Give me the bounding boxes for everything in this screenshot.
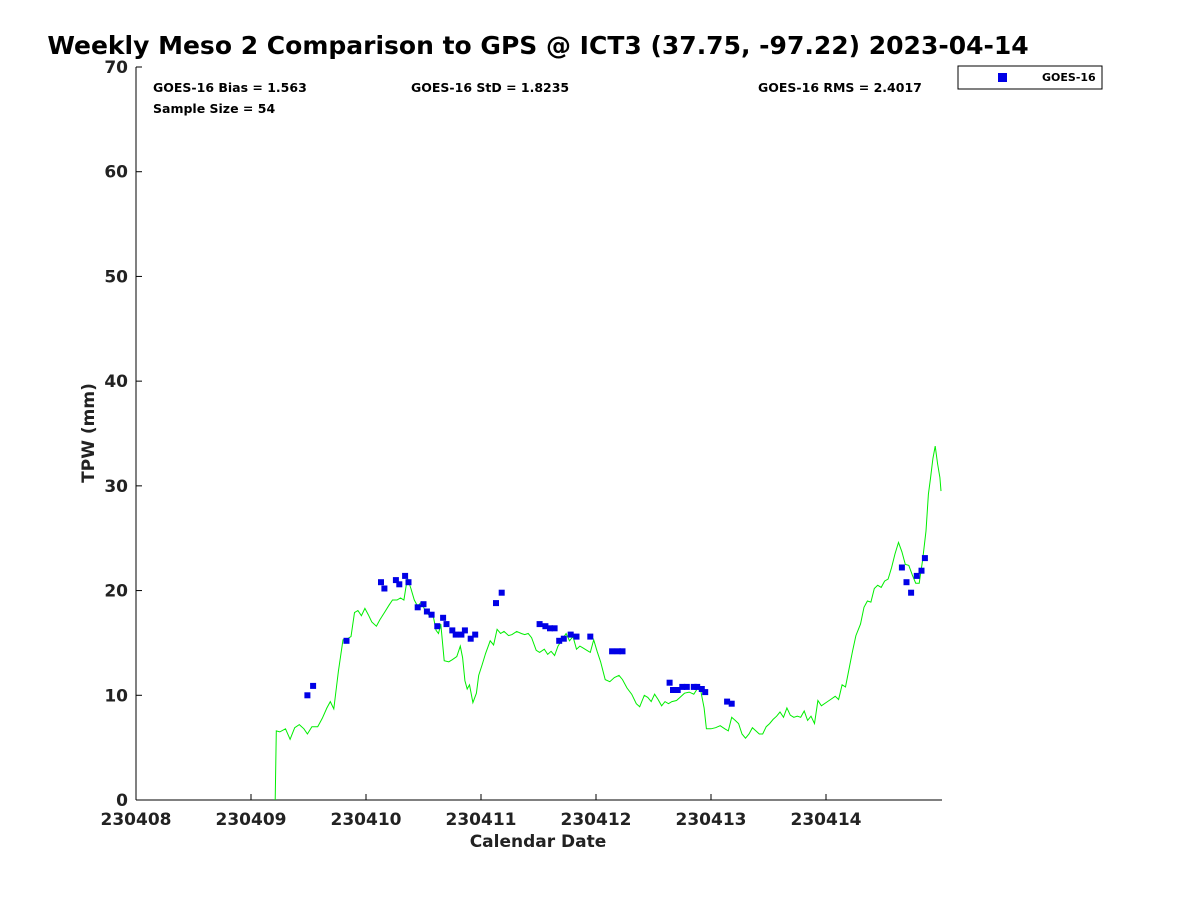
goes-16-point: [670, 687, 676, 693]
goes-16-point: [728, 700, 735, 707]
goes-16-point: [694, 683, 701, 690]
goes-16-point: [724, 698, 731, 705]
x-tick-label: 230409: [216, 810, 287, 830]
x-tick-label: 230412: [561, 810, 632, 830]
x-axis-label: Calendar Date: [470, 832, 607, 852]
goes-16-point: [619, 648, 626, 655]
x-tick-label: 230414: [791, 810, 862, 830]
goes-16-point: [913, 572, 920, 579]
goes-16-point: [698, 686, 705, 692]
x-tick-label: 230411: [446, 810, 517, 830]
goes-16-point: [458, 631, 465, 638]
y-ticks: 0 10 20 30 40 50 60 70: [104, 58, 142, 811]
goes-16-point: [542, 623, 549, 630]
goes-16-point: [461, 627, 468, 634]
goes-16-point: [683, 683, 690, 690]
goes-16-point: [573, 633, 580, 640]
goes-16-point: [702, 689, 709, 696]
legend: GOES-16: [957, 65, 1103, 90]
y-tick-label: 40: [104, 372, 128, 392]
goes-16-point: [903, 579, 910, 586]
goes-16-point: [443, 621, 450, 628]
goes-16-point: [378, 579, 384, 586]
goes-16-point: [392, 577, 399, 584]
x-ticks: 230408 230409 230410 230411 230412 230413 2304…: [101, 794, 862, 830]
y-tick-label: 60: [104, 163, 128, 183]
legend-box: [957, 65, 1103, 90]
y-tick-label: 30: [104, 477, 128, 497]
goes-16-point: [396, 581, 403, 588]
y-tick-label: 70: [104, 58, 128, 78]
y-axis-label: TPW (mm): [79, 383, 99, 483]
y-tick-label: 50: [104, 267, 128, 287]
stat-std: GOES-16 StD = 1.8235: [411, 80, 569, 95]
goes-16-point: [310, 682, 317, 689]
y-tick-label: 0: [116, 791, 128, 811]
x-tick-label: 230408: [101, 810, 172, 830]
goes-16-point: [402, 572, 409, 579]
stat-bias: GOES-16 Bias = 1.563: [153, 80, 307, 95]
goes-16-point: [304, 692, 311, 699]
goes-16-point: [452, 631, 459, 638]
goes-16-point: [679, 683, 686, 690]
goes-16-point: [609, 648, 616, 655]
stats-panel: GOES-16 Bias = 1.563 GOES-16 StD = 1.823…: [153, 80, 922, 116]
x-tick-label: 230410: [331, 810, 402, 830]
gps-series-line: [274, 446, 942, 801]
y-tick-label: 10: [104, 686, 128, 706]
goes-16-point: [428, 611, 435, 618]
stat-rms: GOES-16 RMS = 2.4017: [758, 80, 922, 95]
goes-16-point: [551, 625, 558, 632]
stat-sample-size: Sample Size = 54: [153, 101, 275, 116]
axes: [135, 67, 942, 801]
goes-16-point: [918, 567, 925, 574]
goes-16-point: [423, 608, 430, 615]
goes-16-point: [498, 589, 505, 596]
plot-area: [274, 446, 942, 801]
goes-16-point: [567, 631, 574, 638]
goes-16-point: [560, 635, 567, 642]
legend-label-goes-16: GOES-16: [1042, 71, 1096, 84]
goes-16-point: [921, 555, 928, 562]
goes-16-point: [472, 631, 479, 638]
goes-16-point: [898, 564, 905, 571]
goes-16-point: [908, 589, 915, 596]
goes-16-point: [587, 633, 594, 640]
goes-16-point: [556, 637, 563, 644]
goes-16-point: [381, 585, 388, 592]
goes-16-point: [493, 600, 499, 607]
goes-16-point: [420, 601, 427, 608]
goes-16-point: [405, 579, 412, 586]
goes-16-point: [614, 648, 621, 655]
goes-16-point: [434, 623, 441, 630]
legend-marker-goes-16: [998, 73, 1007, 82]
goes-16-point: [467, 635, 474, 642]
goes-16-point: [343, 637, 350, 644]
goes-16-point: [414, 604, 421, 611]
goes-16-point: [536, 621, 543, 628]
goes-16-point: [690, 683, 697, 690]
x-tick-label: 230413: [676, 810, 747, 830]
goes-16-point: [449, 627, 456, 634]
chart-title: Weekly Meso 2 Comparison to GPS @ ICT3 (…: [47, 31, 1028, 60]
goes-16-point: [547, 625, 553, 632]
goes-16-point: [666, 679, 673, 686]
goes-16-point: [440, 614, 447, 621]
goes-16-points: [304, 555, 928, 707]
y-tick-label: 20: [104, 582, 128, 602]
goes-16-point: [674, 687, 681, 693]
